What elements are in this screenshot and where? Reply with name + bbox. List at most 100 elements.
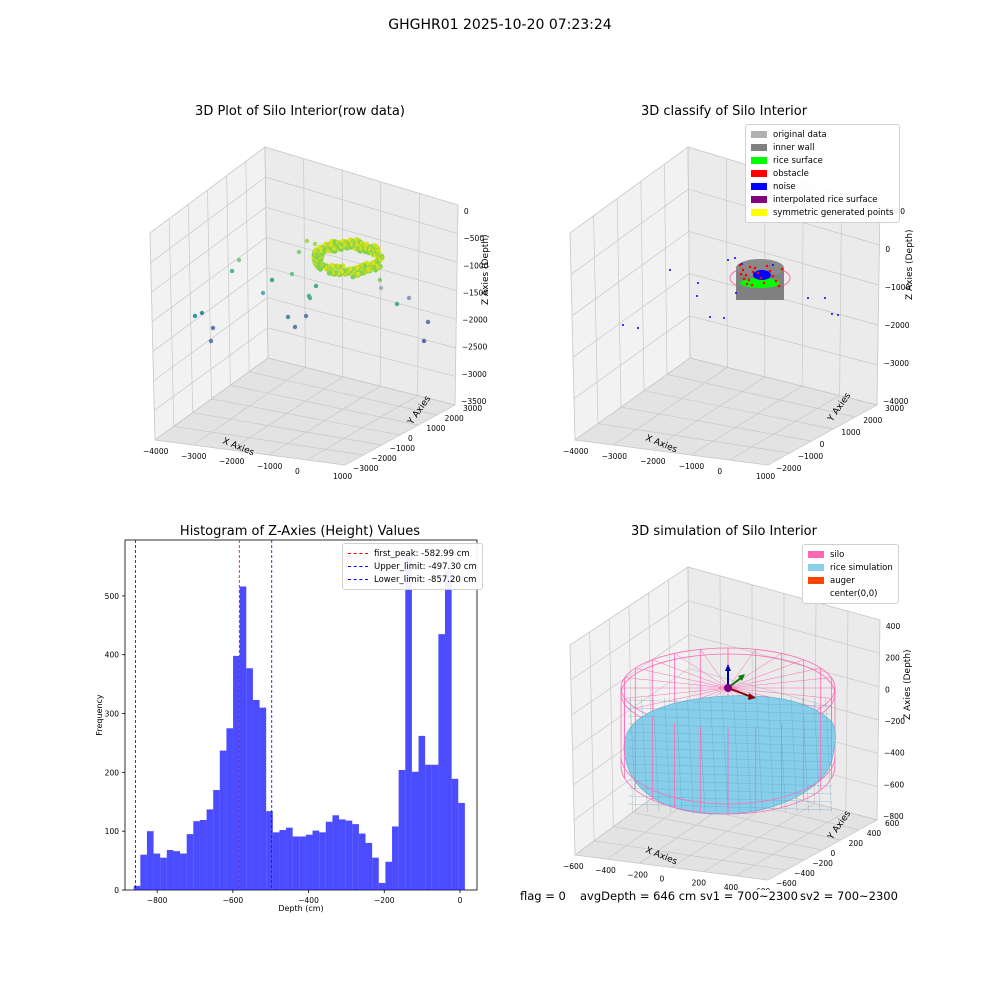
x-tick-label: −4000 [563,447,589,456]
raw-point [296,249,302,255]
histogram-bar [246,668,253,890]
y-tick-label: 1000 [841,428,860,437]
legend-entry: inner wall [751,141,894,154]
rice-mesh-line [721,697,729,813]
silo-roof-spoke [624,677,729,689]
z-tick-label: −1000 [463,261,489,270]
silo-wireframe-front [620,688,836,815]
histogram-bar [286,827,293,890]
legend-entry: Lower_limit: -857.20 cm [348,573,477,586]
z-tick-label: 400 [886,622,901,631]
histogram-bar [272,832,280,890]
legend-entry: symmetric generated points [751,206,894,219]
histogram-vlines [135,540,273,890]
histogram-bar [292,836,300,890]
classify-noise-point [831,313,833,315]
classify-noise-point [824,297,826,299]
histogram-bar [146,831,154,890]
legend-line [348,553,368,554]
histogram-bar [166,850,174,890]
histogram-chart: −800 −600 −400 −200 0 0 100 200 300 400 500 Depth… [95,539,478,913]
rice-mesh-line [627,723,833,731]
histogram-bar [438,634,446,890]
rice-mesh-line [744,697,752,813]
histogram-legend: first_peak: -582.99 cm Upper_limit: -497.… [342,543,483,590]
raw-point [208,338,214,344]
raw-point [192,313,198,319]
raw-points [192,237,431,344]
legend-entry: rice surface [751,154,894,167]
rice-mesh-line [627,699,833,707]
y-tick-label: 0 [114,886,119,895]
classify-obstacle-point [748,265,752,269]
histogram-title: Histogram of Z-Axies (Height) Values [179,524,421,539]
legend-label: symmetric generated points [773,207,894,218]
histogram-bar [418,735,426,890]
raw-point [379,255,385,261]
y-tick-label: 3000 [885,404,904,413]
histogram-bar [332,815,340,890]
simulation-plot-title: 3D simulation of Silo Interior [631,524,817,539]
z-tick-label: −400 [884,749,905,758]
rice-mesh-line [627,795,833,803]
classify-noise-point [807,297,809,299]
legend-entry: noise [751,180,894,193]
status-sv2: sv2 = 700~2300 [800,889,898,903]
legend-entry: silo [808,548,893,561]
raw-point [260,290,266,296]
raw-point [304,238,310,244]
classify-noise-point [734,257,736,259]
raw-x-ticks: −4000 −3000 −2000 −1000 0 1000 [143,447,352,480]
z-tick-label: 0 [885,685,890,694]
histogram-bar [358,833,366,890]
classify-obstacle-point [774,279,778,283]
raw-gridlines [149,146,459,466]
z-tick-label: −3000 [884,359,910,368]
y-tick-label: 100 [105,827,120,836]
silo-bottom-ring [620,765,836,815]
x-tick-label: −3000 [181,452,207,461]
histogram-bar [266,811,273,890]
silo-bottom-ring [620,755,836,805]
classify-noise-point [735,292,737,294]
histogram-bar [153,853,161,890]
x-tick-label: 0 [717,467,722,476]
y-tick-label: 2000 [863,416,882,425]
legend-swatch [751,131,767,138]
x-tick-label: −400 [298,896,319,905]
classify-inner-wall-top [736,259,784,277]
raw-point [229,268,235,274]
classify-obstacle-point [762,281,766,285]
legend-entry: original data [751,128,894,141]
legend-label: inner wall [773,142,815,153]
rice-mesh-line [710,697,717,813]
y-tick-label: 600 [885,819,900,828]
histogram-bar [226,728,234,890]
raw-point [269,277,275,283]
raw-point [377,277,383,283]
raw-point [350,274,356,280]
x-tick-label: −2000 [219,457,245,466]
simulation-z-label: Z Axies (Depth) [903,649,913,720]
silo-roof-spoke [635,667,729,689]
histogram-bar [405,557,412,890]
histogram-bar [339,819,346,890]
rice-mesh-line [627,779,833,787]
legend-swatch [808,590,824,597]
histogram-bar [372,857,379,890]
rice-mesh-line [627,771,833,779]
x-tick-label: 1000 [756,472,775,480]
figure-title: GHGHR01 2025-10-20 07:23:24 [388,17,612,33]
x-tick-label: 600 [756,887,771,890]
legend-swatch [808,564,824,571]
y-tick-label: 3000 [463,404,482,413]
rice-mesh-line [698,697,706,813]
legend-label: Lower_limit: -857.20 cm [374,574,477,585]
legend-label: silo [830,549,845,560]
status-sv1: sv1 = 700~2300 [700,889,798,903]
rice-mesh-line [627,755,833,763]
histogram-bar [458,802,465,890]
classify-z-label: Z Axies (Depth) [905,229,915,300]
histogram-bar [378,882,386,890]
